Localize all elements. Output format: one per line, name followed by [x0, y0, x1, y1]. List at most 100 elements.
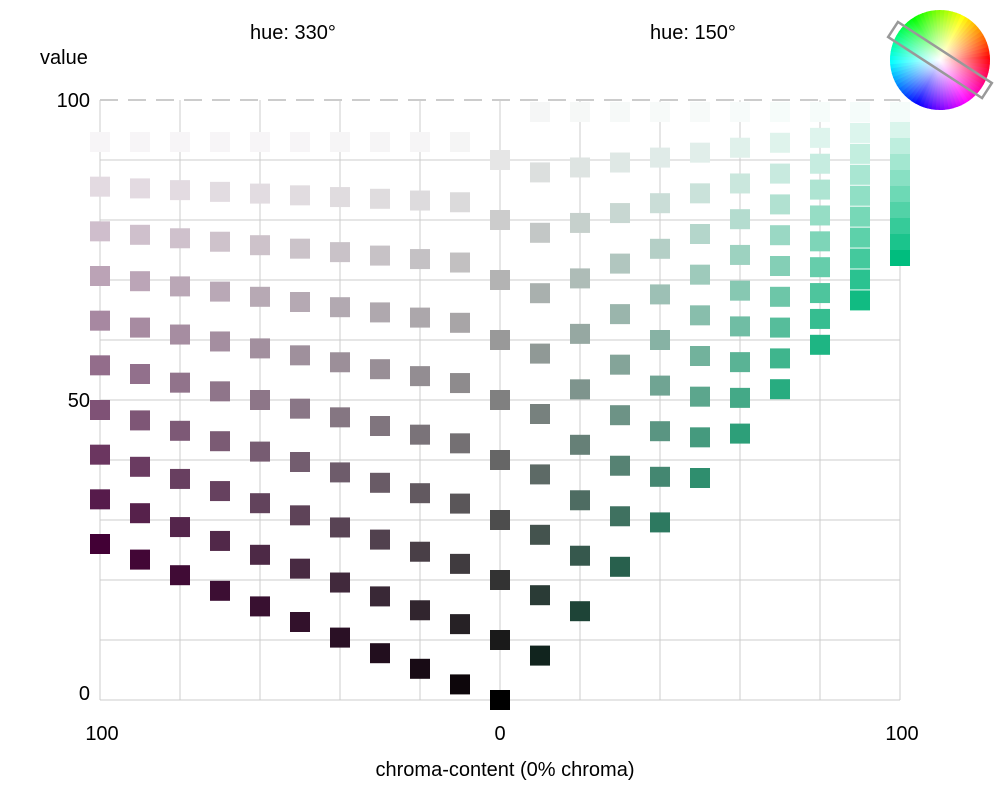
color-swatch [90, 266, 110, 286]
color-swatch [770, 317, 790, 338]
color-swatch [130, 271, 150, 292]
color-swatch [770, 225, 790, 246]
color-swatch [810, 127, 830, 148]
color-swatch [130, 178, 150, 199]
color-swatch [570, 379, 590, 400]
color-swatch [810, 257, 830, 278]
color-swatch [810, 231, 830, 252]
color-swatch [690, 142, 710, 163]
gray-swatch [490, 210, 510, 230]
color-swatch [890, 166, 910, 186]
color-swatch [450, 433, 470, 454]
color-swatch [170, 565, 190, 586]
color-swatch [290, 345, 310, 366]
color-swatch [690, 386, 710, 407]
color-swatch [90, 221, 110, 242]
color-swatch [650, 512, 670, 533]
x-tick-label-right-100: 100 [885, 723, 918, 745]
color-swatch [890, 246, 910, 266]
y-axis-label: value [40, 47, 88, 69]
color-swatch [770, 379, 790, 400]
color-swatch [170, 276, 190, 297]
color-swatch [370, 643, 390, 664]
color-swatch [130, 456, 150, 477]
color-swatch [650, 421, 670, 442]
color-swatch [130, 224, 150, 245]
color-swatch [890, 182, 910, 202]
wheel-center [890, 10, 990, 110]
color-swatch [610, 152, 630, 173]
color-swatch [410, 483, 430, 504]
color-swatch [530, 524, 550, 545]
color-swatch [250, 286, 270, 307]
color-swatch [90, 132, 110, 152]
color-swatch [610, 304, 630, 325]
color-swatch [650, 102, 670, 122]
color-swatch [650, 330, 670, 350]
color-swatch [170, 420, 190, 441]
color-swatch [290, 505, 310, 526]
color-swatch [690, 346, 710, 366]
gray-swatch [490, 690, 510, 710]
color-swatch [90, 534, 110, 554]
color-swatch [410, 307, 430, 328]
color-swatch [130, 549, 150, 570]
color-swatch [250, 338, 270, 359]
color-swatch [570, 490, 590, 511]
hue-right-label: hue: 150° [650, 22, 736, 44]
color-swatch [330, 242, 350, 263]
color-swatch [370, 586, 390, 607]
y-tick-label-100: 100 [57, 90, 90, 112]
color-swatch [890, 150, 910, 170]
color-swatch [570, 268, 590, 289]
color-swatch [850, 227, 870, 248]
color-swatch [290, 558, 310, 579]
color-swatch [330, 187, 350, 208]
color-swatch [370, 359, 390, 380]
color-swatch [370, 245, 390, 266]
color-swatch [170, 372, 190, 393]
color-swatch [450, 252, 470, 273]
color-swatch [570, 323, 590, 344]
color-swatch [730, 316, 750, 337]
color-swatch [890, 118, 910, 138]
color-swatch [890, 134, 910, 154]
color-swatch [210, 281, 230, 302]
color-swatch [450, 312, 470, 333]
color-swatch [730, 209, 750, 230]
color-swatch [450, 132, 470, 152]
color-swatch [250, 596, 270, 617]
color-swatch [570, 545, 590, 566]
color-swatch [570, 212, 590, 233]
color-swatch [130, 317, 150, 338]
color-swatch [730, 173, 750, 194]
color-swatch [770, 102, 790, 122]
color-swatch [570, 157, 590, 178]
color-swatch [850, 164, 870, 185]
color-swatch [210, 431, 230, 452]
color-swatch [610, 506, 630, 527]
color-swatch [610, 203, 630, 224]
color-swatch [290, 452, 310, 472]
color-swatch [210, 530, 230, 551]
color-swatch [370, 416, 390, 436]
color-swatch [90, 310, 110, 331]
color-swatch [810, 205, 830, 226]
color-swatch [450, 493, 470, 514]
color-swatch [290, 398, 310, 419]
color-swatch [530, 404, 550, 424]
color-swatch [90, 400, 110, 420]
color-swatch [250, 132, 270, 152]
y-tick-label-0: 0 [79, 683, 90, 705]
color-swatch [810, 153, 830, 174]
color-swatch [450, 373, 470, 394]
hue-left-label: hue: 330° [250, 22, 336, 44]
color-swatch [410, 366, 430, 387]
color-swatch [690, 305, 710, 326]
color-swatch [130, 503, 150, 524]
color-swatch [530, 585, 550, 606]
color-swatch [210, 381, 230, 402]
color-swatch [610, 253, 630, 274]
color-swatch [250, 493, 270, 514]
color-swatch [370, 472, 390, 493]
